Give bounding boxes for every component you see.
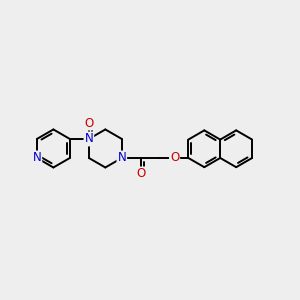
Text: O: O — [84, 116, 94, 130]
Text: N: N — [117, 152, 126, 164]
Text: N: N — [32, 152, 41, 164]
Text: O: O — [136, 167, 146, 180]
Text: N: N — [85, 133, 93, 146]
Text: O: O — [170, 152, 179, 164]
